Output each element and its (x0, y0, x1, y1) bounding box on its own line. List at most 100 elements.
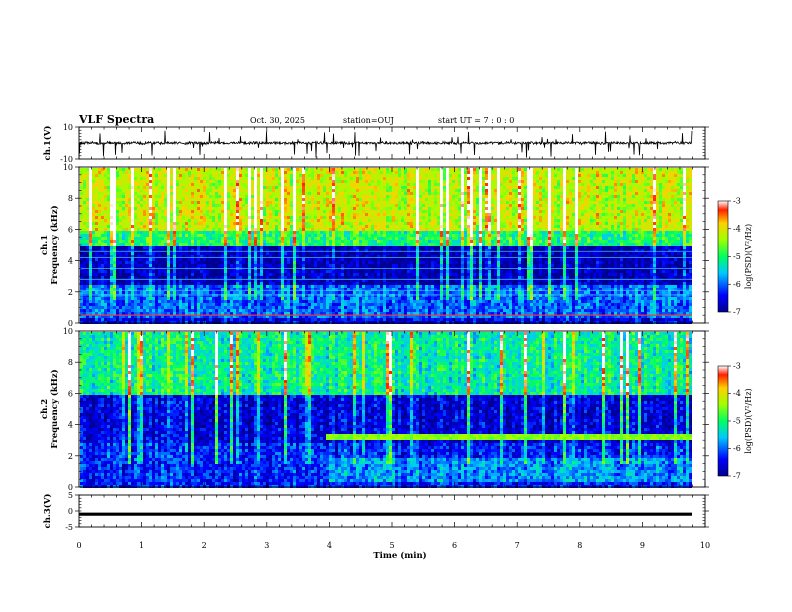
spectrogram-cell (299, 204, 302, 207)
spectrogram-cell (281, 207, 284, 210)
spectrogram-cell (167, 306, 170, 309)
spectrogram-cell (326, 282, 329, 285)
spectrogram-cell (101, 171, 104, 174)
spectrogram-cell (194, 219, 197, 222)
spectrogram-cell (287, 171, 290, 174)
spectrogram-cell (158, 282, 161, 285)
spectrogram-cell (197, 174, 200, 177)
spectrogram-cell (107, 225, 110, 228)
spectrogram-cell (107, 177, 110, 180)
spectrogram-cell (353, 222, 356, 225)
spectrogram-cell (110, 177, 113, 180)
spectrogram-cell (353, 288, 356, 291)
spectrogram-cell (278, 189, 281, 192)
spectrogram-cell (185, 276, 188, 279)
spectrogram-cell (167, 255, 170, 258)
spectrogram-cell (245, 195, 248, 198)
spectrogram-cell (221, 213, 224, 216)
spectrogram-cell (284, 204, 287, 207)
spectrogram-cell (119, 213, 122, 216)
spectrogram-cell (227, 291, 230, 294)
spectrogram-cell (131, 216, 134, 219)
spectrogram-cell (293, 297, 296, 300)
spectrogram-cell (272, 270, 275, 273)
spectrogram-cell (212, 177, 215, 180)
spectrogram-cell (302, 231, 305, 234)
spectrogram-cell (194, 294, 197, 297)
spectrogram-cell (254, 195, 257, 198)
spectrogram-cell (104, 189, 107, 192)
spectrogram-cell (194, 237, 197, 240)
spectrogram-cell (314, 309, 317, 312)
spectrogram-cell (176, 195, 179, 198)
spectrogram-cell (89, 303, 92, 306)
spectrogram-cell (302, 204, 305, 207)
spectrogram-cell (224, 192, 227, 195)
spectrogram-cell (284, 270, 287, 273)
spectrogram-cell (188, 180, 191, 183)
spectrogram-cell (101, 300, 104, 303)
spectrogram-cell (341, 231, 344, 234)
spectrogram-cell (287, 174, 290, 177)
spectrogram-cell (353, 189, 356, 192)
spectrogram-cell (275, 174, 278, 177)
spectrogram-cell (161, 276, 164, 279)
spectrogram-cell (326, 243, 329, 246)
spectrogram-cell (221, 192, 224, 195)
spectrogram-cell (158, 303, 161, 306)
spectrogram-cell (335, 312, 338, 315)
spectrogram-cell (242, 249, 245, 252)
spectrogram-cell (140, 252, 143, 255)
spectrogram-cell (212, 192, 215, 195)
spectrogram-cell (257, 237, 260, 240)
spectrogram-cell (290, 222, 293, 225)
spectrogram-cell (212, 186, 215, 189)
spectrogram-cell (257, 192, 260, 195)
spectrogram-cell (164, 273, 167, 276)
spectrogram-cell (200, 189, 203, 192)
spectrogram-cell (185, 261, 188, 264)
spectrogram-cell (272, 219, 275, 222)
spectrogram-cell (170, 276, 173, 279)
spectrogram-cell (179, 219, 182, 222)
spectrogram-cell (170, 186, 173, 189)
spectrogram-cell (125, 300, 128, 303)
spectrogram-cell (89, 168, 92, 171)
spectrogram-cell (92, 240, 95, 243)
spectrogram-cell (338, 249, 341, 252)
spectrogram-cell (200, 318, 203, 321)
spectrogram-cell (212, 252, 215, 255)
spectrogram-cell (233, 315, 236, 318)
spectrogram-cell (200, 315, 203, 318)
spectrogram-cell (230, 186, 233, 189)
spectrogram-cell (341, 213, 344, 216)
spectrogram-cell (314, 321, 317, 324)
spectrogram-cell (182, 294, 185, 297)
spectrogram-cell (194, 231, 197, 234)
spectrogram-cell (275, 318, 278, 321)
spectrogram-cell (80, 255, 83, 258)
spectrogram-cell (86, 252, 89, 255)
spectrogram-cell (281, 195, 284, 198)
spectrogram-cell (254, 183, 257, 186)
spectrogram-cell (80, 213, 83, 216)
spectrogram-cell (98, 213, 101, 216)
spectrogram-cell (248, 255, 251, 258)
spectrogram-cell (350, 303, 353, 306)
spectrogram-cell (218, 174, 221, 177)
spectrogram-cell (137, 264, 140, 267)
spectrogram-cell (89, 225, 92, 228)
spectrogram-cell (239, 237, 242, 240)
spectrogram-cell (323, 288, 326, 291)
spectrogram-cell (191, 279, 194, 282)
spectrogram-cell (317, 240, 320, 243)
spectrogram-cell (143, 261, 146, 264)
spectrogram-cell (338, 210, 341, 213)
spectrogram-cell (287, 240, 290, 243)
spectrogram-cell (341, 237, 344, 240)
spectrogram-cell (89, 294, 92, 297)
spectrogram-cell (185, 315, 188, 318)
spectrogram-cell (164, 186, 167, 189)
spectrogram-cell (98, 204, 101, 207)
spectrogram-cell (233, 303, 236, 306)
